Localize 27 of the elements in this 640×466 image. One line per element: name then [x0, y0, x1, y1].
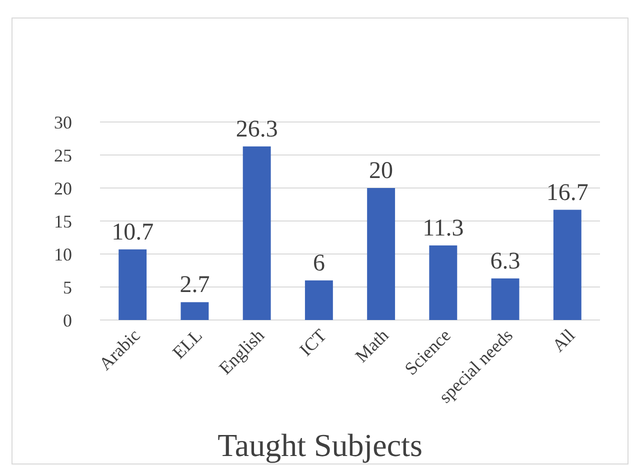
- y-tick-label: 0: [63, 310, 72, 330]
- data-label: 11.3: [422, 215, 464, 242]
- bar: [180, 302, 209, 320]
- bar: [242, 146, 271, 320]
- y-tick-label: 25: [54, 145, 72, 166]
- x-axis-title: Taught Subjects: [218, 427, 422, 463]
- y-tick-label: 15: [54, 211, 72, 232]
- data-label: 6.3: [490, 248, 520, 274]
- x-tick-label: ICT: [296, 325, 330, 360]
- bar: [553, 210, 582, 320]
- data-label: 2.7: [180, 272, 210, 298]
- bar: [491, 278, 520, 320]
- data-label: 6: [312, 250, 325, 276]
- y-tick-label: 30: [54, 112, 72, 132]
- data-label: 26.3: [236, 116, 278, 142]
- data-label: 10.7: [112, 219, 154, 246]
- x-tick-label: ELL: [168, 325, 206, 363]
- data-label: 16.7: [546, 180, 588, 206]
- y-tick-label: 20: [54, 178, 72, 198]
- bar: [118, 249, 147, 320]
- bar: [304, 280, 333, 320]
- y-tick-label: 10: [54, 244, 72, 264]
- x-tick-label: All: [548, 325, 579, 356]
- bar: [429, 245, 458, 320]
- data-label: 20: [369, 158, 394, 184]
- bar: [367, 188, 396, 320]
- y-tick-label: 5: [63, 277, 72, 298]
